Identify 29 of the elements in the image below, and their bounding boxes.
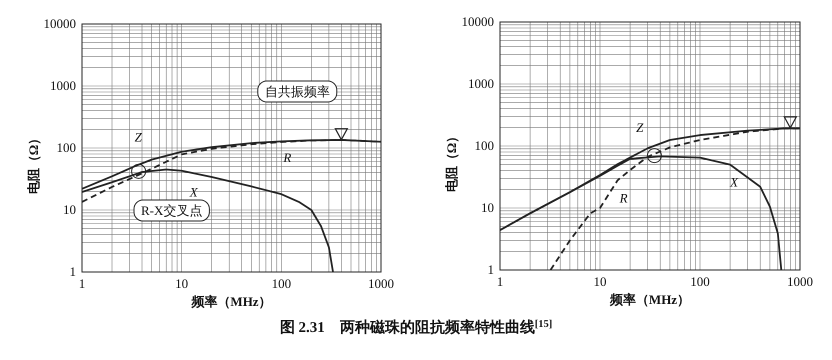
y-tick-label: 1 bbox=[70, 264, 76, 279]
x-tick-label: 100 bbox=[690, 274, 710, 289]
x-tick-label: 100 bbox=[272, 276, 292, 291]
y-axis-title: 电阻（Ω） bbox=[26, 132, 41, 194]
series-label: X bbox=[729, 174, 740, 190]
series-label: Z bbox=[134, 130, 143, 145]
y-tick-label: 10000 bbox=[462, 14, 494, 29]
series-label: R bbox=[282, 150, 292, 165]
y-tick-label: 10 bbox=[481, 200, 494, 215]
x-tick-label: 1000 bbox=[787, 274, 813, 289]
x-axis-title: 频率（MHz） bbox=[190, 294, 272, 309]
series-label: R bbox=[618, 190, 628, 206]
y-tick-label: 10 bbox=[63, 202, 76, 217]
annotation: R-X交叉点 bbox=[141, 203, 202, 218]
x-tick-label: 1000 bbox=[368, 276, 394, 291]
annotation: 自共振频率 bbox=[264, 84, 330, 99]
y-axis-title: 电阻（Ω） bbox=[444, 130, 459, 192]
x-tick-label: 10 bbox=[594, 274, 606, 289]
y-tick-label: 1 bbox=[488, 262, 494, 277]
y-tick-label: 100 bbox=[56, 140, 76, 155]
y-tick-label: 1000 bbox=[50, 78, 76, 93]
x-tick-label: 10 bbox=[175, 276, 188, 291]
text: 图 2.31 两种磁珠的阻抗频率特性曲线$^{[15]}$ bbox=[280, 318, 552, 336]
y-tick-label: 100 bbox=[474, 138, 494, 153]
x-tick-label: 1 bbox=[78, 276, 86, 291]
x-tick-label: 1 bbox=[496, 274, 504, 289]
y-tick-label: 10000 bbox=[44, 16, 76, 31]
y-tick-label: 1000 bbox=[468, 76, 494, 91]
x-axis-title: 频率（MHz） bbox=[608, 292, 690, 307]
